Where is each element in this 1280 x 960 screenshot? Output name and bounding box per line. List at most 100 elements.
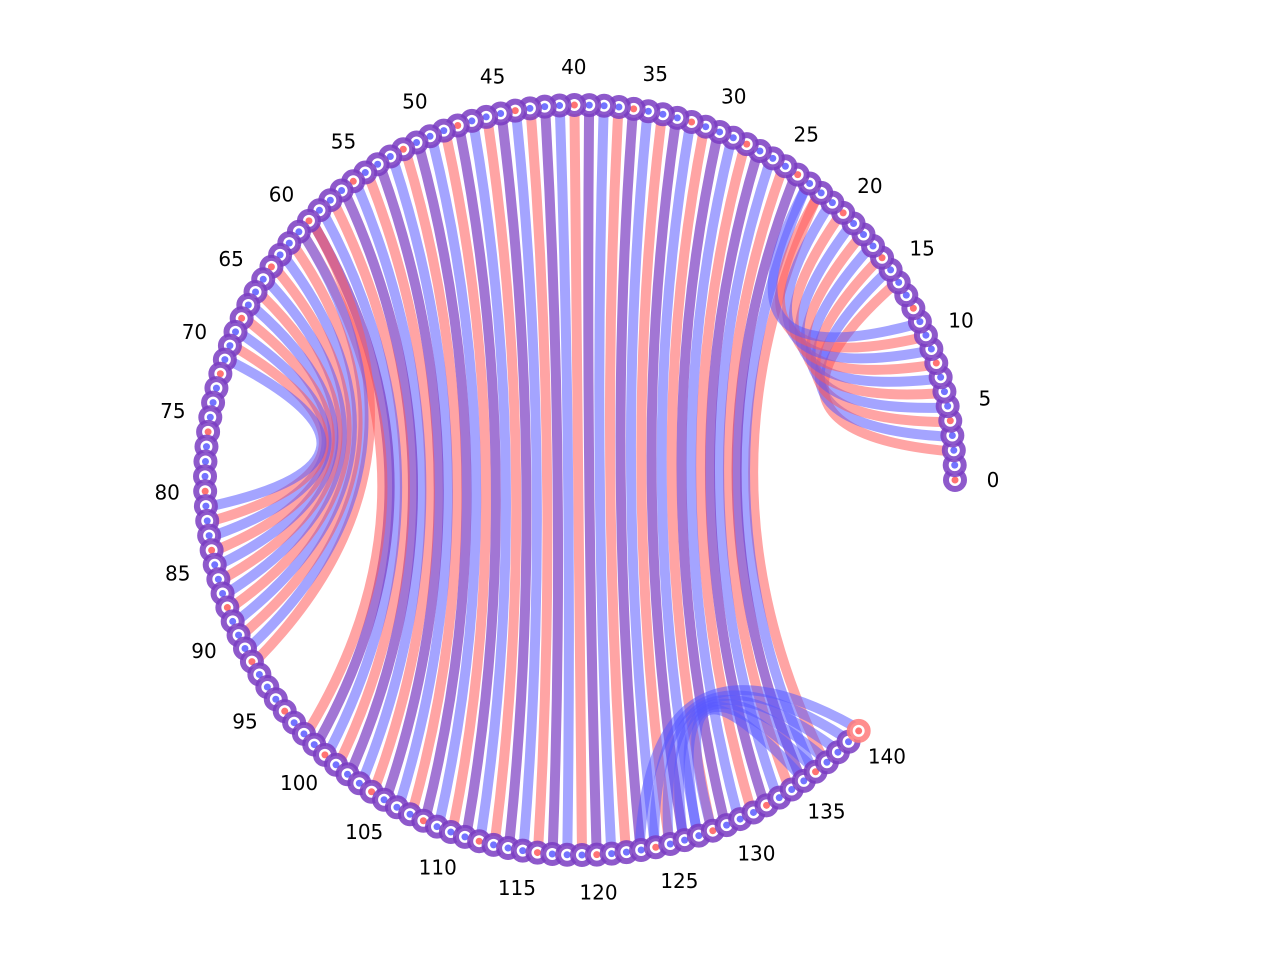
node-center — [475, 837, 483, 845]
node-center — [482, 113, 490, 121]
tick-label: 25 — [794, 122, 819, 146]
tick-label: 130 — [737, 841, 775, 865]
tick-label: 30 — [721, 85, 746, 109]
node-center — [763, 801, 771, 809]
chord — [319, 211, 403, 755]
node-center — [259, 275, 267, 283]
node-center — [951, 461, 959, 469]
node-center — [426, 132, 434, 140]
node-center — [205, 532, 213, 540]
node-center — [223, 604, 231, 612]
node-center — [413, 139, 421, 146]
chord — [376, 166, 444, 798]
node-center — [878, 254, 886, 262]
chord — [455, 128, 501, 835]
tick-label: 110 — [419, 856, 457, 880]
node-center — [374, 160, 382, 168]
node-center — [290, 719, 298, 727]
chord — [636, 117, 674, 842]
node-center — [951, 476, 959, 484]
node-center — [368, 788, 376, 796]
node-center — [202, 502, 210, 510]
node-center — [916, 318, 924, 326]
node-center — [221, 356, 229, 364]
node-center — [454, 121, 462, 129]
node-center — [800, 777, 808, 785]
node-center — [743, 140, 751, 148]
node-center — [756, 147, 764, 155]
node-center — [201, 487, 209, 495]
chord — [686, 140, 742, 817]
node-center — [644, 107, 652, 115]
node-center — [497, 109, 505, 117]
node-center — [909, 304, 917, 312]
node-center — [285, 239, 293, 247]
node-center — [461, 833, 469, 841]
tick-label: 45 — [480, 64, 505, 88]
node-center — [519, 847, 527, 855]
node-center — [204, 428, 212, 436]
tick-label: 40 — [561, 55, 586, 79]
node-center — [622, 848, 630, 856]
node-center — [526, 104, 534, 112]
node-center — [419, 817, 427, 825]
node-center — [300, 730, 308, 738]
chord — [428, 138, 482, 825]
tick-label: 75 — [160, 399, 185, 423]
node-center — [305, 217, 313, 225]
chord — [483, 119, 522, 843]
chord — [247, 232, 369, 650]
tick-label: 70 — [182, 320, 207, 344]
chord — [402, 151, 462, 813]
node-center — [219, 589, 227, 597]
node-center — [202, 443, 210, 451]
node-center — [440, 127, 448, 135]
node-center — [716, 128, 724, 136]
chord — [634, 685, 858, 848]
node-center — [468, 117, 476, 125]
node-center — [578, 851, 586, 859]
node-center — [344, 770, 352, 778]
tick-label: 65 — [218, 247, 243, 271]
node-center — [688, 118, 696, 126]
chord — [208, 357, 327, 511]
chord — [569, 108, 587, 852]
node-center — [556, 102, 564, 110]
node-center — [950, 446, 958, 454]
tick-label: 35 — [643, 62, 668, 86]
chords-layer — [208, 108, 951, 852]
tick-label: 50 — [402, 89, 427, 113]
node-center — [860, 231, 868, 239]
tick-label: 0 — [987, 468, 1000, 492]
node-center — [238, 314, 246, 322]
tick-label: 15 — [909, 237, 934, 261]
node-center — [248, 658, 256, 666]
tick-label: 105 — [345, 820, 383, 844]
node-center — [355, 779, 363, 787]
node-center — [839, 209, 847, 217]
node-center — [252, 288, 260, 296]
node-center — [794, 171, 802, 179]
node-center — [241, 644, 249, 652]
node-center — [349, 177, 357, 185]
node-center — [235, 631, 243, 639]
node-center — [490, 841, 498, 849]
node-center — [902, 291, 910, 299]
chord — [540, 109, 564, 851]
node-center — [608, 850, 616, 858]
node-center — [276, 251, 284, 259]
node-center — [244, 301, 252, 309]
chord — [441, 133, 491, 830]
node-center — [406, 810, 414, 818]
chord — [594, 108, 616, 851]
chord — [497, 116, 532, 846]
node-center — [201, 472, 209, 480]
tick-label: 95 — [232, 710, 257, 734]
node-center — [593, 851, 601, 859]
node-center — [226, 342, 234, 350]
node-center — [887, 266, 895, 274]
node-center — [208, 546, 216, 554]
node-center — [630, 105, 638, 113]
node-center — [570, 101, 578, 109]
node-center — [211, 561, 219, 569]
